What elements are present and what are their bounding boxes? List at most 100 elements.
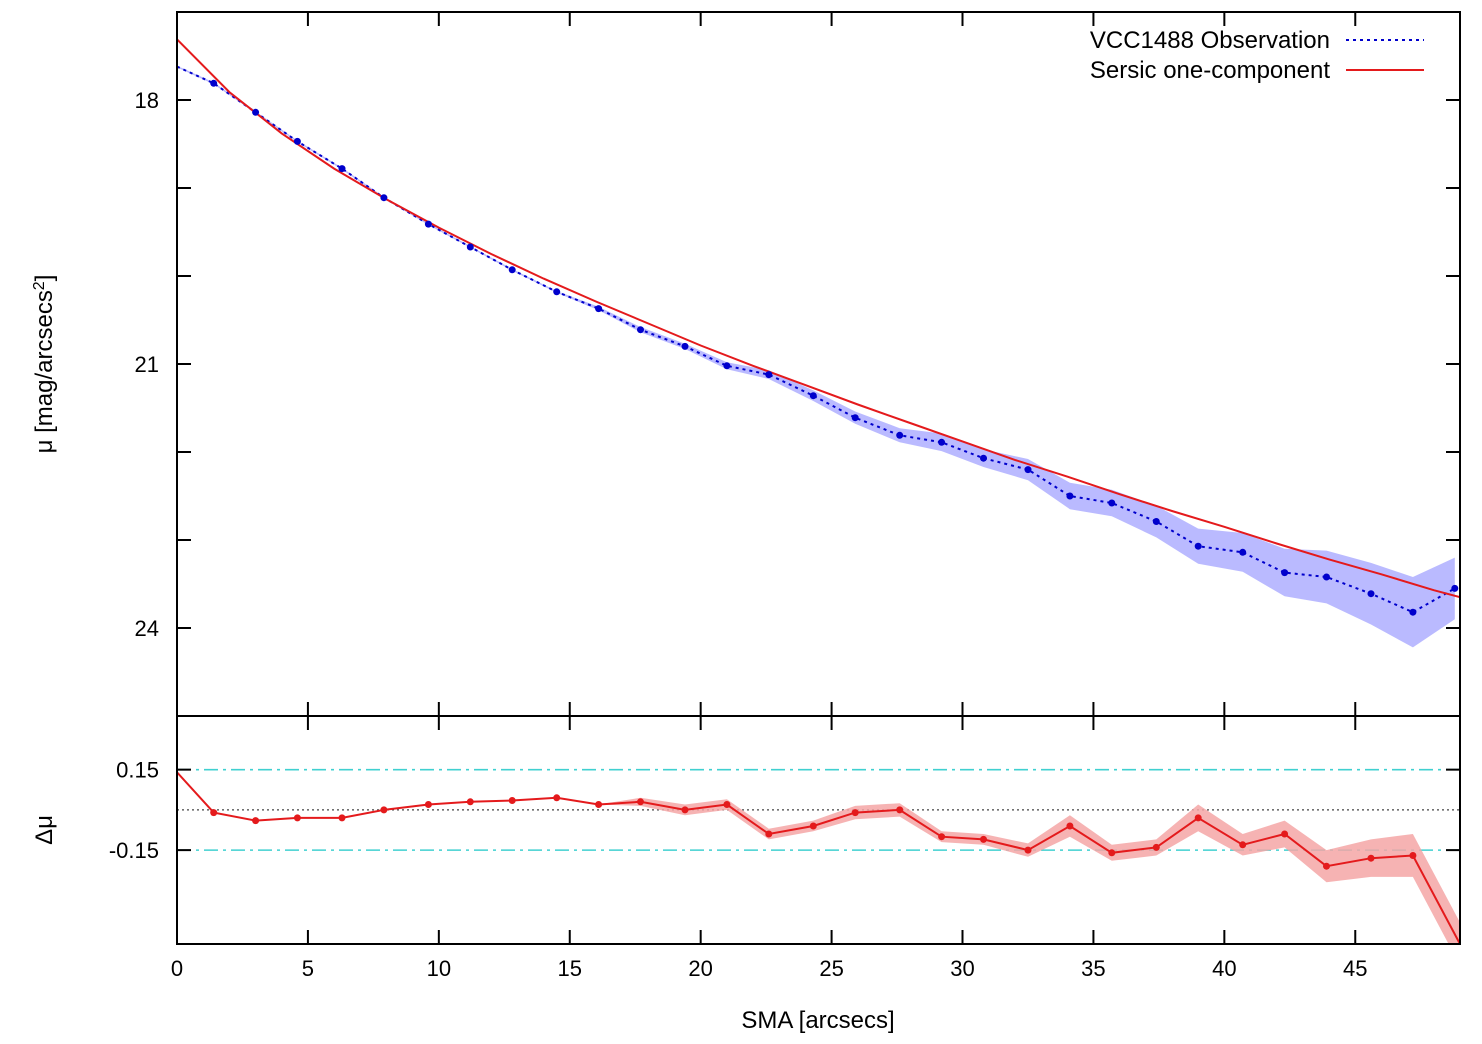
x-tick-label: 25: [819, 956, 843, 981]
top-plot-frame: [176, 11, 1461, 717]
bottom-axes: [176, 715, 1461, 945]
sersic-model-line: [177, 38, 1460, 599]
residual-point: [252, 817, 260, 825]
residual-point: [553, 794, 561, 802]
y-title-main: μ [mag/arcsecs: [31, 290, 58, 453]
observation-point: [338, 165, 346, 173]
residual-error-band: [177, 772, 1460, 944]
residual-point: [1409, 852, 1417, 859]
observation-point: [681, 342, 689, 350]
observation-error-band: [177, 65, 1455, 648]
observation-point: [293, 137, 301, 145]
residual-point: [1108, 849, 1116, 857]
bottom-panel: 0.15 -0.15 0 5 10 15 20 25 30 35 40 45 Δμ SMA [arcs…: [31, 715, 1461, 1034]
y-title-sup: 2: [31, 281, 48, 290]
top-y-tick-label: 21: [135, 352, 159, 377]
observation-point: [1323, 573, 1330, 581]
observation-point: [1409, 608, 1417, 616]
residual-point: [1152, 843, 1160, 851]
observation-point: [980, 454, 987, 462]
residual-point: [1194, 814, 1202, 822]
observation-point: [508, 266, 516, 274]
observation-point: [1152, 518, 1160, 525]
observation-point: [938, 438, 946, 446]
residual-point: [1367, 854, 1375, 862]
legend: VCC1488 Observation Sersic one-component: [1090, 27, 1424, 84]
residual-point: [466, 798, 474, 806]
bottom-y-tick-label: -0.15: [109, 838, 159, 863]
observation-point: [851, 414, 859, 422]
top-y-tick-label: 18: [135, 88, 159, 113]
observation-point: [723, 362, 731, 370]
x-tick-label: 15: [558, 956, 582, 981]
x-axis-title: SMA [arcsecs]: [741, 1007, 894, 1034]
residual-point: [1024, 846, 1032, 854]
observation-point: [466, 243, 474, 251]
x-tick-label: 45: [1343, 956, 1367, 981]
top-y-axis-title: μ [mag/arcsecs2]: [31, 275, 59, 454]
observation-point: [809, 392, 817, 400]
residual-point: [681, 806, 689, 814]
observation-point: [210, 79, 218, 87]
observation-point: [1066, 492, 1074, 500]
y-title-tail: ]: [31, 275, 58, 282]
residual-point: [1281, 830, 1289, 838]
legend-label-model: Sersic one-component: [1090, 57, 1330, 84]
observation-line: [177, 65, 1456, 614]
residual-point: [293, 814, 301, 822]
observation-point: [1108, 499, 1116, 507]
residual-point: [1066, 822, 1074, 830]
observation-point: [1451, 584, 1459, 592]
observation-point: [252, 108, 260, 116]
observation-point: [1281, 569, 1289, 577]
residual-point: [595, 801, 603, 808]
residual-point: [424, 801, 432, 808]
residual-point: [1323, 862, 1330, 870]
residual-point: [1239, 841, 1247, 849]
reference-lines-layer: [177, 768, 1460, 851]
residual-point: [338, 814, 346, 822]
observation-point: [424, 220, 432, 228]
residual-error-band-layer: [177, 772, 1460, 944]
residual-point: [380, 806, 388, 814]
bottom-y-axis-title: Δμ: [31, 815, 58, 845]
top-panel: 18 21 24 μ [mag/arcsecs2] VCC1488 Observat…: [31, 11, 1461, 717]
x-tick-label: 10: [427, 956, 451, 981]
observation-point: [1194, 542, 1202, 550]
observation-point: [553, 288, 561, 296]
observation-point: [1367, 590, 1375, 598]
residual-point: [723, 801, 731, 808]
residual-point: [210, 809, 218, 817]
observation-point: [380, 194, 388, 202]
observation-point: [637, 326, 644, 334]
top-y-tick-label: 24: [135, 616, 159, 641]
residual-point: [508, 797, 516, 804]
residual-point: [851, 809, 859, 817]
residual-point: [809, 822, 817, 830]
x-tick-label: 30: [950, 956, 974, 981]
observation-error-band-layer: [177, 65, 1455, 648]
observation-point: [595, 305, 603, 313]
observation-point: [1024, 466, 1032, 474]
top-axes: [176, 11, 1461, 717]
observation-point: [896, 431, 904, 439]
residual-point: [765, 830, 773, 838]
bottom-tick-labels: 0.15 -0.15 0 5 10 15 20 25 30 35 40 45: [109, 758, 1368, 981]
bottom-plot-frame: [176, 715, 1461, 945]
residual-point: [637, 798, 644, 806]
residual-point: [896, 806, 904, 814]
x-tick-label: 35: [1081, 956, 1105, 981]
observation-point: [765, 371, 773, 379]
legend-label-observation: VCC1488 Observation: [1090, 27, 1330, 54]
x-tick-label: 5: [302, 956, 314, 981]
residual-point: [938, 833, 946, 841]
bottom-y-tick-label: 0.15: [116, 758, 159, 783]
x-tick-label: 40: [1212, 956, 1236, 981]
x-tick-label: 20: [688, 956, 712, 981]
residual-line: [177, 771, 1460, 944]
residual-point: [980, 835, 987, 843]
x-tick-label: 0: [171, 956, 183, 981]
top-series-layer: [177, 38, 1460, 616]
residual-series-layer: [177, 771, 1460, 944]
